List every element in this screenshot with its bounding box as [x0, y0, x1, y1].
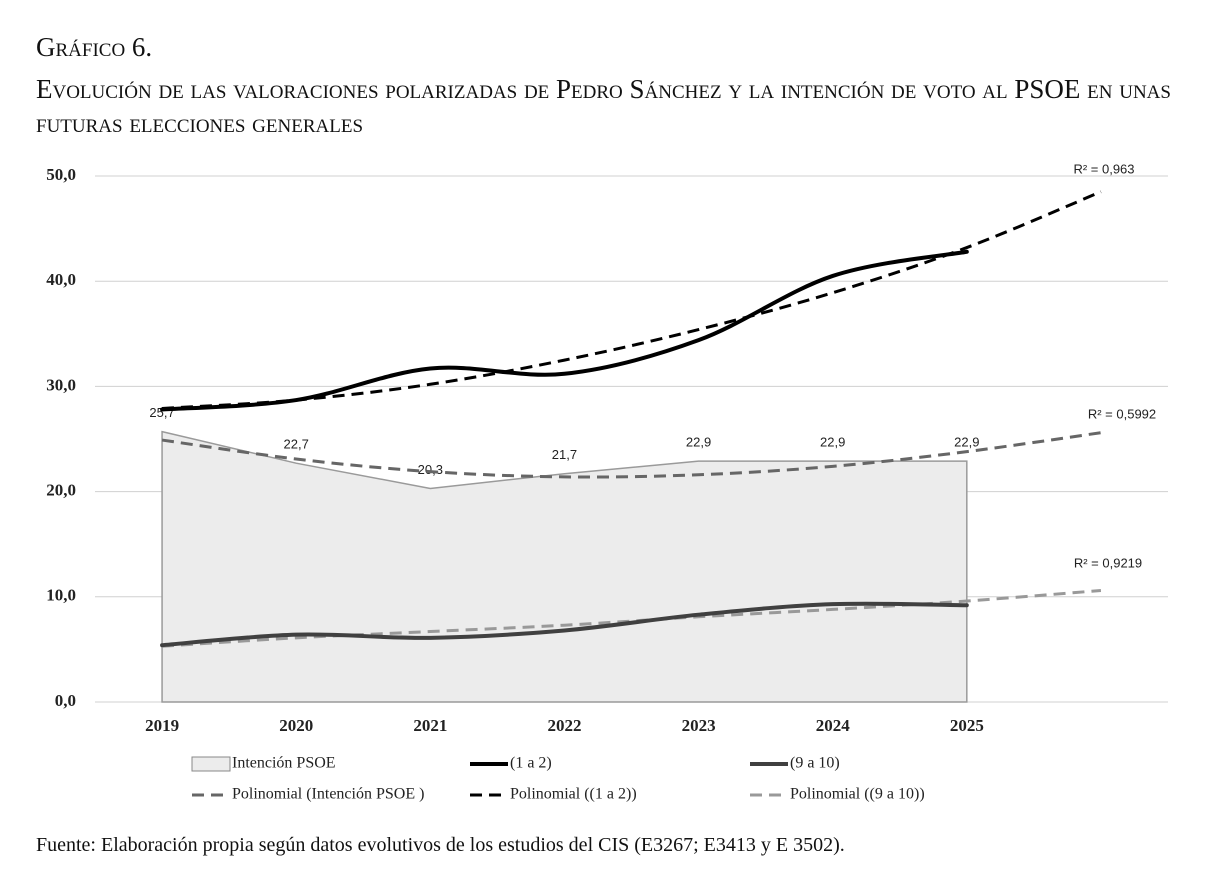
data-label: 21,7 — [552, 447, 577, 462]
x-tick-label: 2022 — [547, 716, 581, 735]
trend-line — [161, 190, 1102, 410]
y-tick-label: 0,0 — [55, 691, 76, 710]
y-tick-label: 40,0 — [46, 270, 76, 289]
line — [160, 249, 969, 412]
annotation: R² = 0,963 — [1073, 161, 1134, 176]
figure-label: Gráfico 6. — [36, 32, 153, 62]
x-tick-label: 2021 — [413, 716, 447, 735]
data-label: 22,7 — [284, 437, 309, 452]
area — [161, 430, 968, 703]
chart-title: Evolución de las valoraciones polarizada… — [36, 74, 1171, 138]
x-tick-label: 2019 — [145, 716, 179, 735]
legend-label: (9 a 10) — [790, 755, 840, 772]
data-label: 22,9 — [954, 435, 979, 450]
y-tick-label: 20,0 — [46, 481, 76, 500]
y-tick-label: 30,0 — [46, 375, 76, 394]
annotation: R² = 0,5992 — [1088, 406, 1156, 421]
annotation: R² = 0,9219 — [1074, 555, 1142, 570]
line — [160, 601, 969, 648]
x-tick-label: 2020 — [279, 716, 313, 735]
legend-swatch — [191, 756, 231, 772]
data-label: 20,3 — [418, 462, 443, 477]
y-tick-label: 50,0 — [46, 165, 76, 184]
y-tick-label: 10,0 — [46, 586, 76, 605]
x-tick-label: 2024 — [816, 716, 851, 735]
data-label: 22,9 — [686, 435, 711, 450]
data-label: 22,9 — [820, 435, 845, 450]
legend-label: (1 a 2) — [510, 755, 552, 772]
source-note: Fuente: Elaboración propia según datos e… — [36, 834, 845, 856]
legend-label: Intención PSOE — [232, 755, 336, 772]
x-tick-label: 2025 — [950, 716, 984, 735]
x-tick-label: 2023 — [682, 716, 716, 735]
legend-label: Polinomial (Intención PSOE ) — [232, 786, 424, 803]
legend-label: Polinomial ((1 a 2)) — [510, 786, 637, 803]
legend-label: Polinomial ((9 a 10)) — [790, 786, 925, 803]
